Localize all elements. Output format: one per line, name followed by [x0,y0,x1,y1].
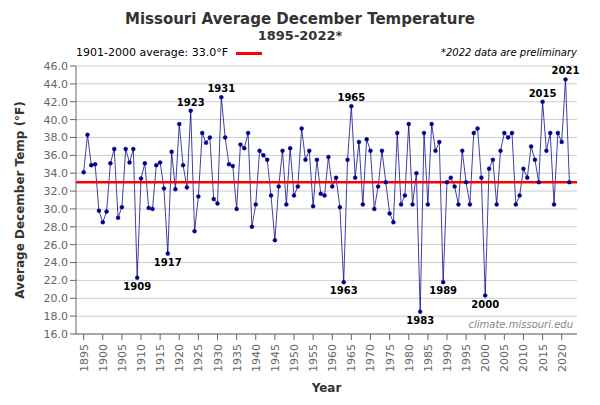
svg-text:1990: 1990 [441,344,454,372]
svg-text:1895: 1895 [78,344,91,372]
svg-text:2000: 2000 [479,344,492,372]
svg-text:2010: 2010 [517,344,530,372]
svg-text:Year: Year [311,381,342,395]
svg-text:44.0: 44.0 [44,78,69,91]
svg-text:1910: 1910 [135,344,148,372]
svg-text:2021: 2021 [552,65,580,76]
svg-text:1945: 1945 [269,344,282,372]
svg-text:40.0: 40.0 [44,114,69,127]
svg-text:46.0: 46.0 [44,60,69,73]
svg-text:26.0: 26.0 [44,239,69,252]
svg-text:1989: 1989 [429,285,457,296]
svg-text:1965: 1965 [337,92,365,103]
svg-text:1950: 1950 [288,344,301,372]
svg-text:1905: 1905 [116,344,129,372]
svg-text:1930: 1930 [212,344,225,372]
svg-text:32.0: 32.0 [44,185,69,198]
svg-text:1923: 1923 [177,97,205,108]
svg-text:30.0: 30.0 [44,203,69,216]
svg-text:1963: 1963 [330,285,358,296]
html-text:*2022 data are preliminary: *2022 data are preliminary [440,47,577,58]
svg-text:2005: 2005 [498,344,511,372]
svg-text:38.0: 38.0 [44,131,69,144]
html-text:Missouri Average December Temp: Missouri Average December Temperature [125,10,475,28]
svg-text:36.0: 36.0 [44,149,69,162]
svg-text:20.0: 20.0 [44,292,69,305]
svg-text:1935: 1935 [231,344,244,372]
html-text:1895-2022*: 1895-2022* [257,28,343,43]
svg-text:1925: 1925 [192,344,205,372]
svg-text:1940: 1940 [250,344,263,372]
svg-text:2020: 2020 [556,344,569,372]
svg-text:1970: 1970 [364,344,377,372]
svg-text:18.0: 18.0 [44,310,69,323]
svg-text:1983: 1983 [406,315,434,326]
svg-text:1995: 1995 [460,344,473,372]
svg-text:Average December Temp (°F): Average December Temp (°F) [13,101,27,299]
html-text:climate.missouri.edu: climate.missouri.edu [468,319,573,330]
svg-text:1917: 1917 [154,257,182,268]
svg-text:1915: 1915 [154,344,167,372]
svg-text:1985: 1985 [422,344,435,372]
svg-text:1920: 1920 [173,344,186,372]
svg-text:22.0: 22.0 [44,274,69,287]
svg-text:1975: 1975 [384,344,397,372]
svg-text:1900: 1900 [97,344,110,372]
svg-text:24.0: 24.0 [44,256,69,269]
svg-text:28.0: 28.0 [44,221,69,234]
svg-text:16.0: 16.0 [44,328,69,341]
svg-text:1931: 1931 [207,83,235,94]
html-text:1901-2000 average: 33.0°F: 1901-2000 average: 33.0°F [76,46,228,59]
svg-text:2015: 2015 [537,344,550,372]
svg-text:2000: 2000 [471,299,499,310]
svg-text:1955: 1955 [307,344,320,372]
svg-text:2015: 2015 [529,88,557,99]
svg-text:1965: 1965 [345,344,358,372]
svg-text:42.0: 42.0 [44,96,69,109]
svg-text:1960: 1960 [326,344,339,372]
svg-text:34.0: 34.0 [44,167,69,180]
svg-text:1909: 1909 [123,281,151,292]
svg-text:1980: 1980 [403,344,416,372]
